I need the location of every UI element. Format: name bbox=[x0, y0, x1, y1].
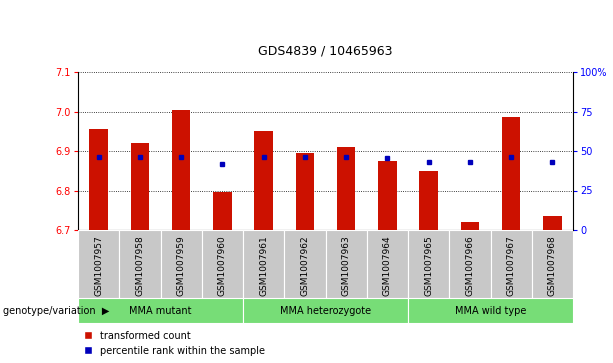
Text: MMA mutant: MMA mutant bbox=[129, 306, 192, 315]
Text: GSM1007962: GSM1007962 bbox=[300, 236, 310, 296]
Bar bbox=[490, 230, 531, 298]
Bar bbox=[449, 230, 490, 298]
Bar bbox=[419, 171, 438, 230]
Bar bbox=[531, 230, 573, 298]
Bar bbox=[295, 153, 314, 230]
Bar bbox=[254, 131, 273, 230]
Text: GSM1007960: GSM1007960 bbox=[218, 236, 227, 296]
Bar bbox=[460, 222, 479, 230]
Bar bbox=[367, 230, 408, 298]
Text: GSM1007965: GSM1007965 bbox=[424, 236, 433, 296]
Text: GSM1007966: GSM1007966 bbox=[465, 236, 474, 296]
Text: genotype/variation  ▶: genotype/variation ▶ bbox=[3, 306, 110, 315]
Bar bbox=[408, 230, 449, 298]
Text: GDS4839 / 10465963: GDS4839 / 10465963 bbox=[258, 45, 393, 57]
Text: GSM1007963: GSM1007963 bbox=[341, 236, 351, 296]
Bar bbox=[408, 298, 573, 323]
Bar bbox=[326, 230, 367, 298]
Text: GSM1007957: GSM1007957 bbox=[94, 236, 103, 296]
Legend: transformed count, percentile rank within the sample: transformed count, percentile rank withi… bbox=[83, 331, 265, 356]
Bar bbox=[337, 147, 356, 230]
Bar bbox=[78, 298, 243, 323]
Bar bbox=[172, 110, 191, 230]
Bar bbox=[284, 230, 326, 298]
Bar bbox=[243, 230, 284, 298]
Text: GSM1007961: GSM1007961 bbox=[259, 236, 268, 296]
Text: GSM1007967: GSM1007967 bbox=[506, 236, 516, 296]
Text: MMA heterozygote: MMA heterozygote bbox=[280, 306, 371, 315]
Bar bbox=[378, 161, 397, 230]
Text: GSM1007958: GSM1007958 bbox=[135, 236, 145, 296]
Text: GSM1007959: GSM1007959 bbox=[177, 236, 186, 296]
Bar bbox=[502, 117, 520, 230]
Bar bbox=[202, 230, 243, 298]
Bar bbox=[89, 129, 108, 230]
Text: MMA wild type: MMA wild type bbox=[455, 306, 526, 315]
Text: GSM1007968: GSM1007968 bbox=[548, 236, 557, 296]
Bar bbox=[213, 192, 232, 230]
Bar bbox=[243, 298, 408, 323]
Bar bbox=[78, 230, 120, 298]
Bar bbox=[543, 216, 562, 230]
Text: GSM1007964: GSM1007964 bbox=[383, 236, 392, 296]
Bar bbox=[161, 230, 202, 298]
Bar bbox=[131, 143, 149, 230]
Bar bbox=[120, 230, 161, 298]
